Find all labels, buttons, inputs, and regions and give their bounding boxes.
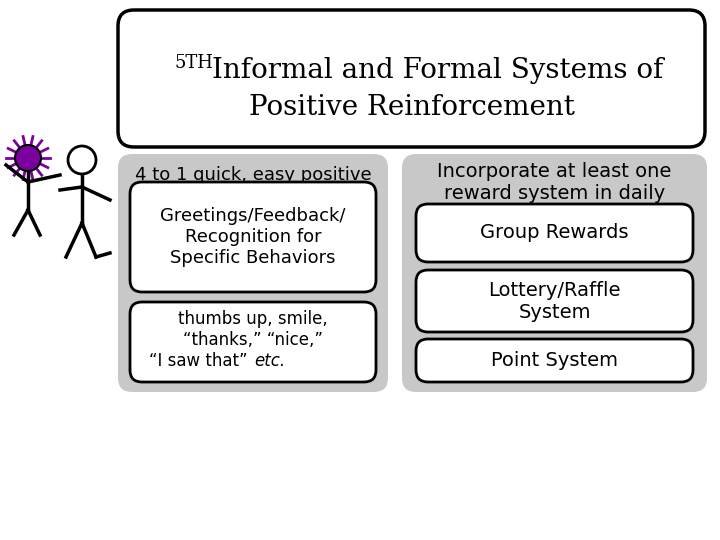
FancyBboxPatch shape <box>118 154 388 392</box>
FancyBboxPatch shape <box>130 182 376 292</box>
Text: “thanks,” “nice,”: “thanks,” “nice,” <box>183 331 323 349</box>
Text: 5TH: 5TH <box>175 54 214 72</box>
Text: 4 to 1 quick, easy positive
acknowledgments: 4 to 1 quick, easy positive acknowledgme… <box>135 166 372 205</box>
Text: Lottery/Raffle: Lottery/Raffle <box>488 281 621 300</box>
FancyBboxPatch shape <box>130 302 376 382</box>
FancyBboxPatch shape <box>416 204 693 262</box>
Text: Greetings/Feedback/
Recognition for
Specific Behaviors: Greetings/Feedback/ Recognition for Spec… <box>161 207 346 267</box>
Circle shape <box>68 146 96 174</box>
Text: Group Rewards: Group Rewards <box>480 224 629 242</box>
Text: “I saw that”: “I saw that” <box>149 352 253 370</box>
Text: System: System <box>518 303 590 322</box>
Text: etc.: etc. <box>254 352 285 370</box>
Text: Positive Reinforcement: Positive Reinforcement <box>248 94 575 121</box>
Text: Incorporate at least one
reward system in daily
instructional routine.: Incorporate at least one reward system i… <box>437 162 672 225</box>
FancyBboxPatch shape <box>402 154 707 392</box>
Text: thumbs up, smile,: thumbs up, smile, <box>178 310 328 328</box>
FancyBboxPatch shape <box>416 270 693 332</box>
Text: Informal and Formal Systems of: Informal and Formal Systems of <box>212 57 663 84</box>
FancyBboxPatch shape <box>416 339 693 382</box>
Text: Point System: Point System <box>491 351 618 370</box>
Circle shape <box>15 145 41 171</box>
FancyBboxPatch shape <box>118 10 705 147</box>
